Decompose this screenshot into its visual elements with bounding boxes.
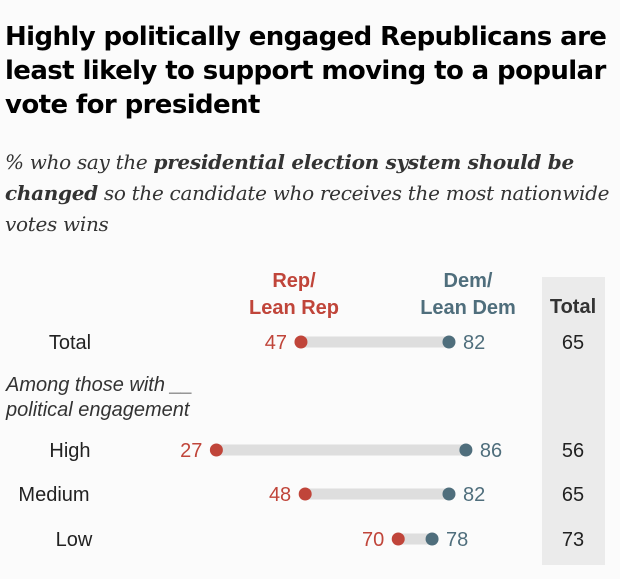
category-label: Medium <box>18 484 89 506</box>
rep-dot <box>294 335 308 349</box>
dem-value-label: 82 <box>463 484 485 506</box>
legend-dem-line1: Dem/ <box>444 270 493 292</box>
chart-subtitle: % who say the presidential election syst… <box>5 147 615 240</box>
rep-dot <box>391 532 405 546</box>
category-label: Total <box>49 332 91 354</box>
total-value: 65 <box>562 332 584 354</box>
subtitle-pre: % who say the <box>5 150 154 174</box>
group-label-line1: Among those with __ <box>5 374 193 396</box>
dem-dot <box>442 487 456 501</box>
total-column-bg <box>542 277 605 565</box>
legend-rep-line2: Lean Rep <box>249 297 339 319</box>
legend-rep-line1: Rep/ <box>272 270 316 292</box>
group-label-line2: political engagement <box>5 399 191 421</box>
subtitle-post: so the candidate who receives the most n… <box>5 181 610 236</box>
dem-dot <box>425 532 439 546</box>
rep-value-label: 48 <box>269 484 291 506</box>
dem-dot <box>442 335 456 349</box>
dem-value-label: 86 <box>480 440 502 462</box>
total-value: 65 <box>562 484 584 506</box>
total-header: Total <box>550 296 596 318</box>
chart-title: Highly politically engaged Republicans a… <box>5 22 607 120</box>
subtitle-bold: presidential election system should be c… <box>5 150 574 205</box>
total-value: 73 <box>562 529 584 551</box>
total-value: 56 <box>562 440 584 462</box>
rep-dot <box>298 487 312 501</box>
rep-dot <box>209 443 223 457</box>
dem-dot <box>459 443 473 457</box>
rep-value-label: 70 <box>362 529 384 551</box>
rep-value-label: 27 <box>180 440 202 462</box>
category-label: High <box>49 440 90 462</box>
rep-value-label: 47 <box>265 332 287 354</box>
dem-value-label: 82 <box>463 332 485 354</box>
dem-value-label: 78 <box>446 529 468 551</box>
legend-dem-line2: Lean Dem <box>420 297 516 319</box>
category-label: Low <box>56 529 93 551</box>
